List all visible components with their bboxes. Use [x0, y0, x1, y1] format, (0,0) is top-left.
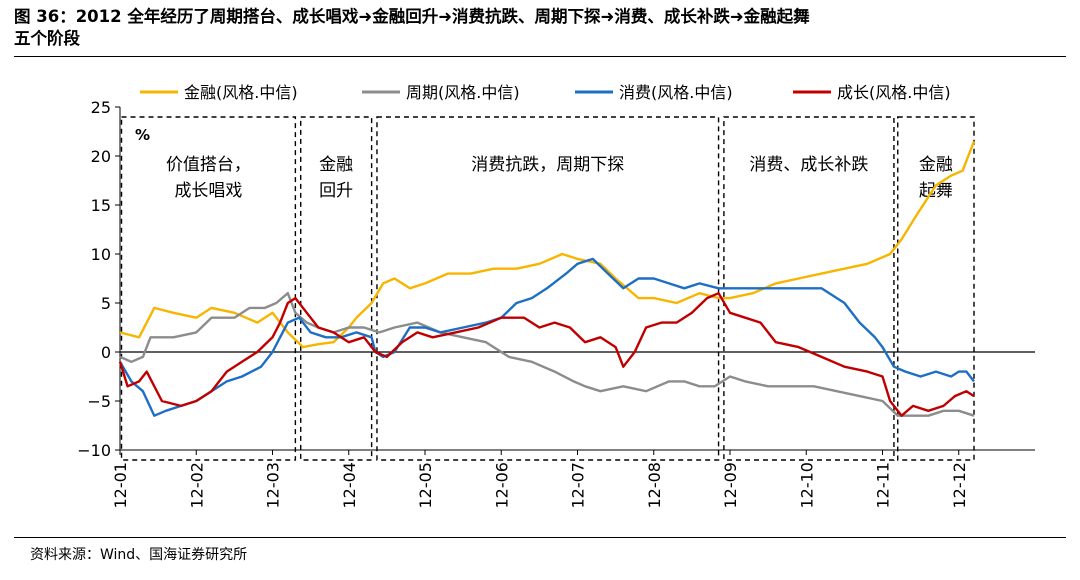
x-tick-label: 12-07 — [569, 462, 588, 509]
x-tick-label: 12-09 — [721, 462, 740, 509]
legend-label: 金融(风格.中信) — [184, 83, 298, 102]
stage-label: 金融起舞 — [919, 155, 953, 201]
x-tick-label: 12-01 — [111, 462, 130, 509]
y-tick-label: 5 — [101, 294, 111, 313]
y-tick-label: −5 — [87, 392, 111, 411]
x-tick-label: 12-08 — [645, 462, 664, 509]
legend-label: 成长(风格.中信) — [837, 83, 951, 102]
x-tick-label: 12-05 — [416, 462, 435, 509]
y-axis: −10 −5 0 5 10 15 20 25% — [77, 98, 150, 460]
y-tick-label: 25 — [91, 98, 111, 117]
stage-label: 消费抗跌，周期下探 — [471, 155, 624, 175]
legend-label: 周期(风格.中信) — [406, 83, 520, 102]
x-tick-label: 12-12 — [950, 462, 969, 509]
x-tick-label: 12-02 — [187, 462, 206, 509]
y-tick-label: 10 — [91, 245, 111, 264]
series-line — [118, 292, 975, 417]
stage-box — [723, 116, 895, 461]
series-lines — [118, 140, 976, 417]
x-tick-label: 12-10 — [797, 462, 816, 509]
stage-label: 金融回升 — [319, 155, 353, 201]
series-line — [118, 257, 975, 417]
stage-boxes: 价值搭台，成长唱戏 金融回升 消费抗跌，周期下探 消费、成长补跌 金融起舞 — [120, 116, 975, 461]
x-tick-label: 12-03 — [264, 462, 283, 509]
stage-box — [120, 116, 297, 461]
y-tick-label: 0 — [101, 343, 111, 362]
source-note: 资料来源：Wind、国海证券研究所 — [30, 547, 248, 563]
stage-label: 消费、成长补跌 — [749, 155, 868, 175]
stage-label: 价值搭台，成长唱戏 — [166, 155, 251, 201]
x-tick-label: 12-04 — [340, 462, 359, 509]
y-tick-label: 20 — [91, 147, 111, 166]
line-chart: 金融(风格.中信) 周期(风格.中信) 消费(风格.中信) 成长(风格.中信) −10… — [77, 83, 1035, 509]
y-tick-label: 15 — [91, 196, 111, 215]
chart-legend: 金融(风格.中信) 周期(风格.中信) 消费(风格.中信) 成长(风格.中信) — [140, 83, 951, 102]
title-rule — [14, 56, 1066, 57]
source-rule — [14, 537, 1066, 538]
x-tick-label: 12-06 — [492, 462, 511, 509]
x-tick-label: 12-11 — [874, 462, 893, 509]
stage-box — [897, 116, 975, 461]
figure-title: 图 36：2012 全年经历了周期搭台、成长唱戏➜金融回升➜消费抗跌、周期下探➜… — [14, 7, 810, 48]
series-line — [119, 292, 975, 417]
series-line — [119, 140, 976, 349]
legend-label: 消费(风格.中信) — [619, 83, 733, 102]
x-axis: 12-01 12-02 12-03 12-04 12-05 12-06 12-07 12-08… — [111, 351, 1035, 509]
unit-label: % — [135, 126, 150, 144]
y-tick-label: −10 — [77, 441, 111, 460]
